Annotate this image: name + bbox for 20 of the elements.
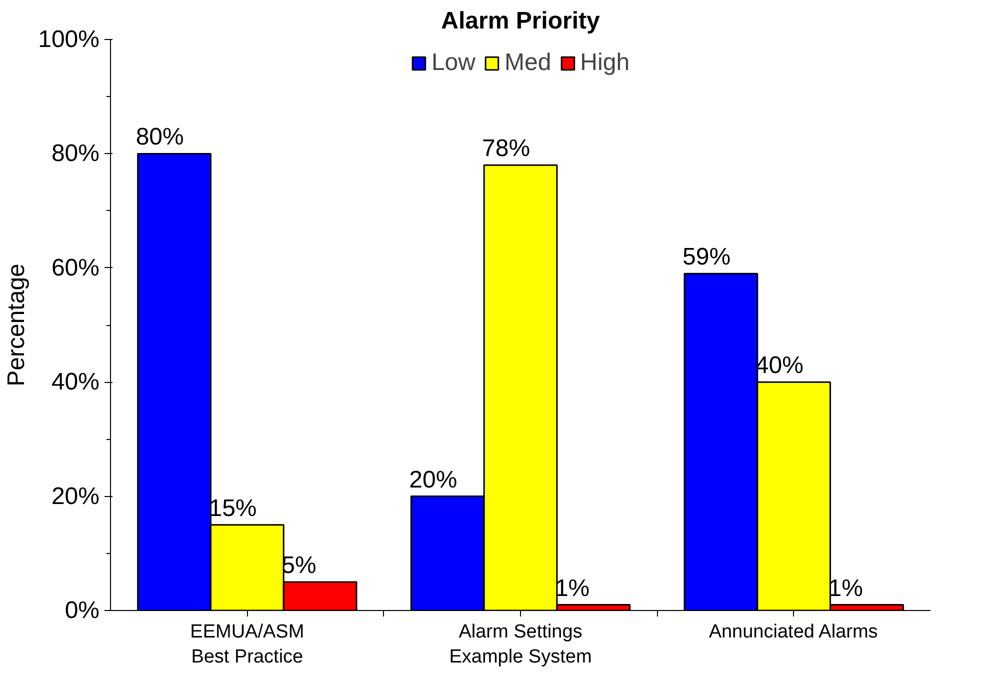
y-tick-label: 0% [64,597,100,624]
legend-label: Low [431,49,476,77]
y-tick-label: 100% [38,26,100,53]
y-tick-label: 80% [51,140,100,168]
data-label: 78% [482,135,530,162]
y-axis-title: Percentage [3,264,30,386]
y-tick-label: 60% [51,254,100,282]
data-label: 1% [554,574,590,602]
legend-label: High [580,49,630,77]
x-tick-label: Alarm Settings Example System [449,622,592,668]
chart-title: Alarm Priority [441,8,601,34]
y-tick-label: 40% [51,368,100,396]
y-tick-label: 20% [51,482,100,510]
data-label: 20% [409,466,458,494]
x-tick-label: Annunciated Alarms [708,622,878,642]
data-label: 59% [682,244,731,271]
data-label: 1% [828,574,863,602]
x-tick-label: EEMUA/ASM Best Practice [190,622,304,668]
data-label: 80% [136,124,184,151]
legend-label: Med [504,49,552,77]
